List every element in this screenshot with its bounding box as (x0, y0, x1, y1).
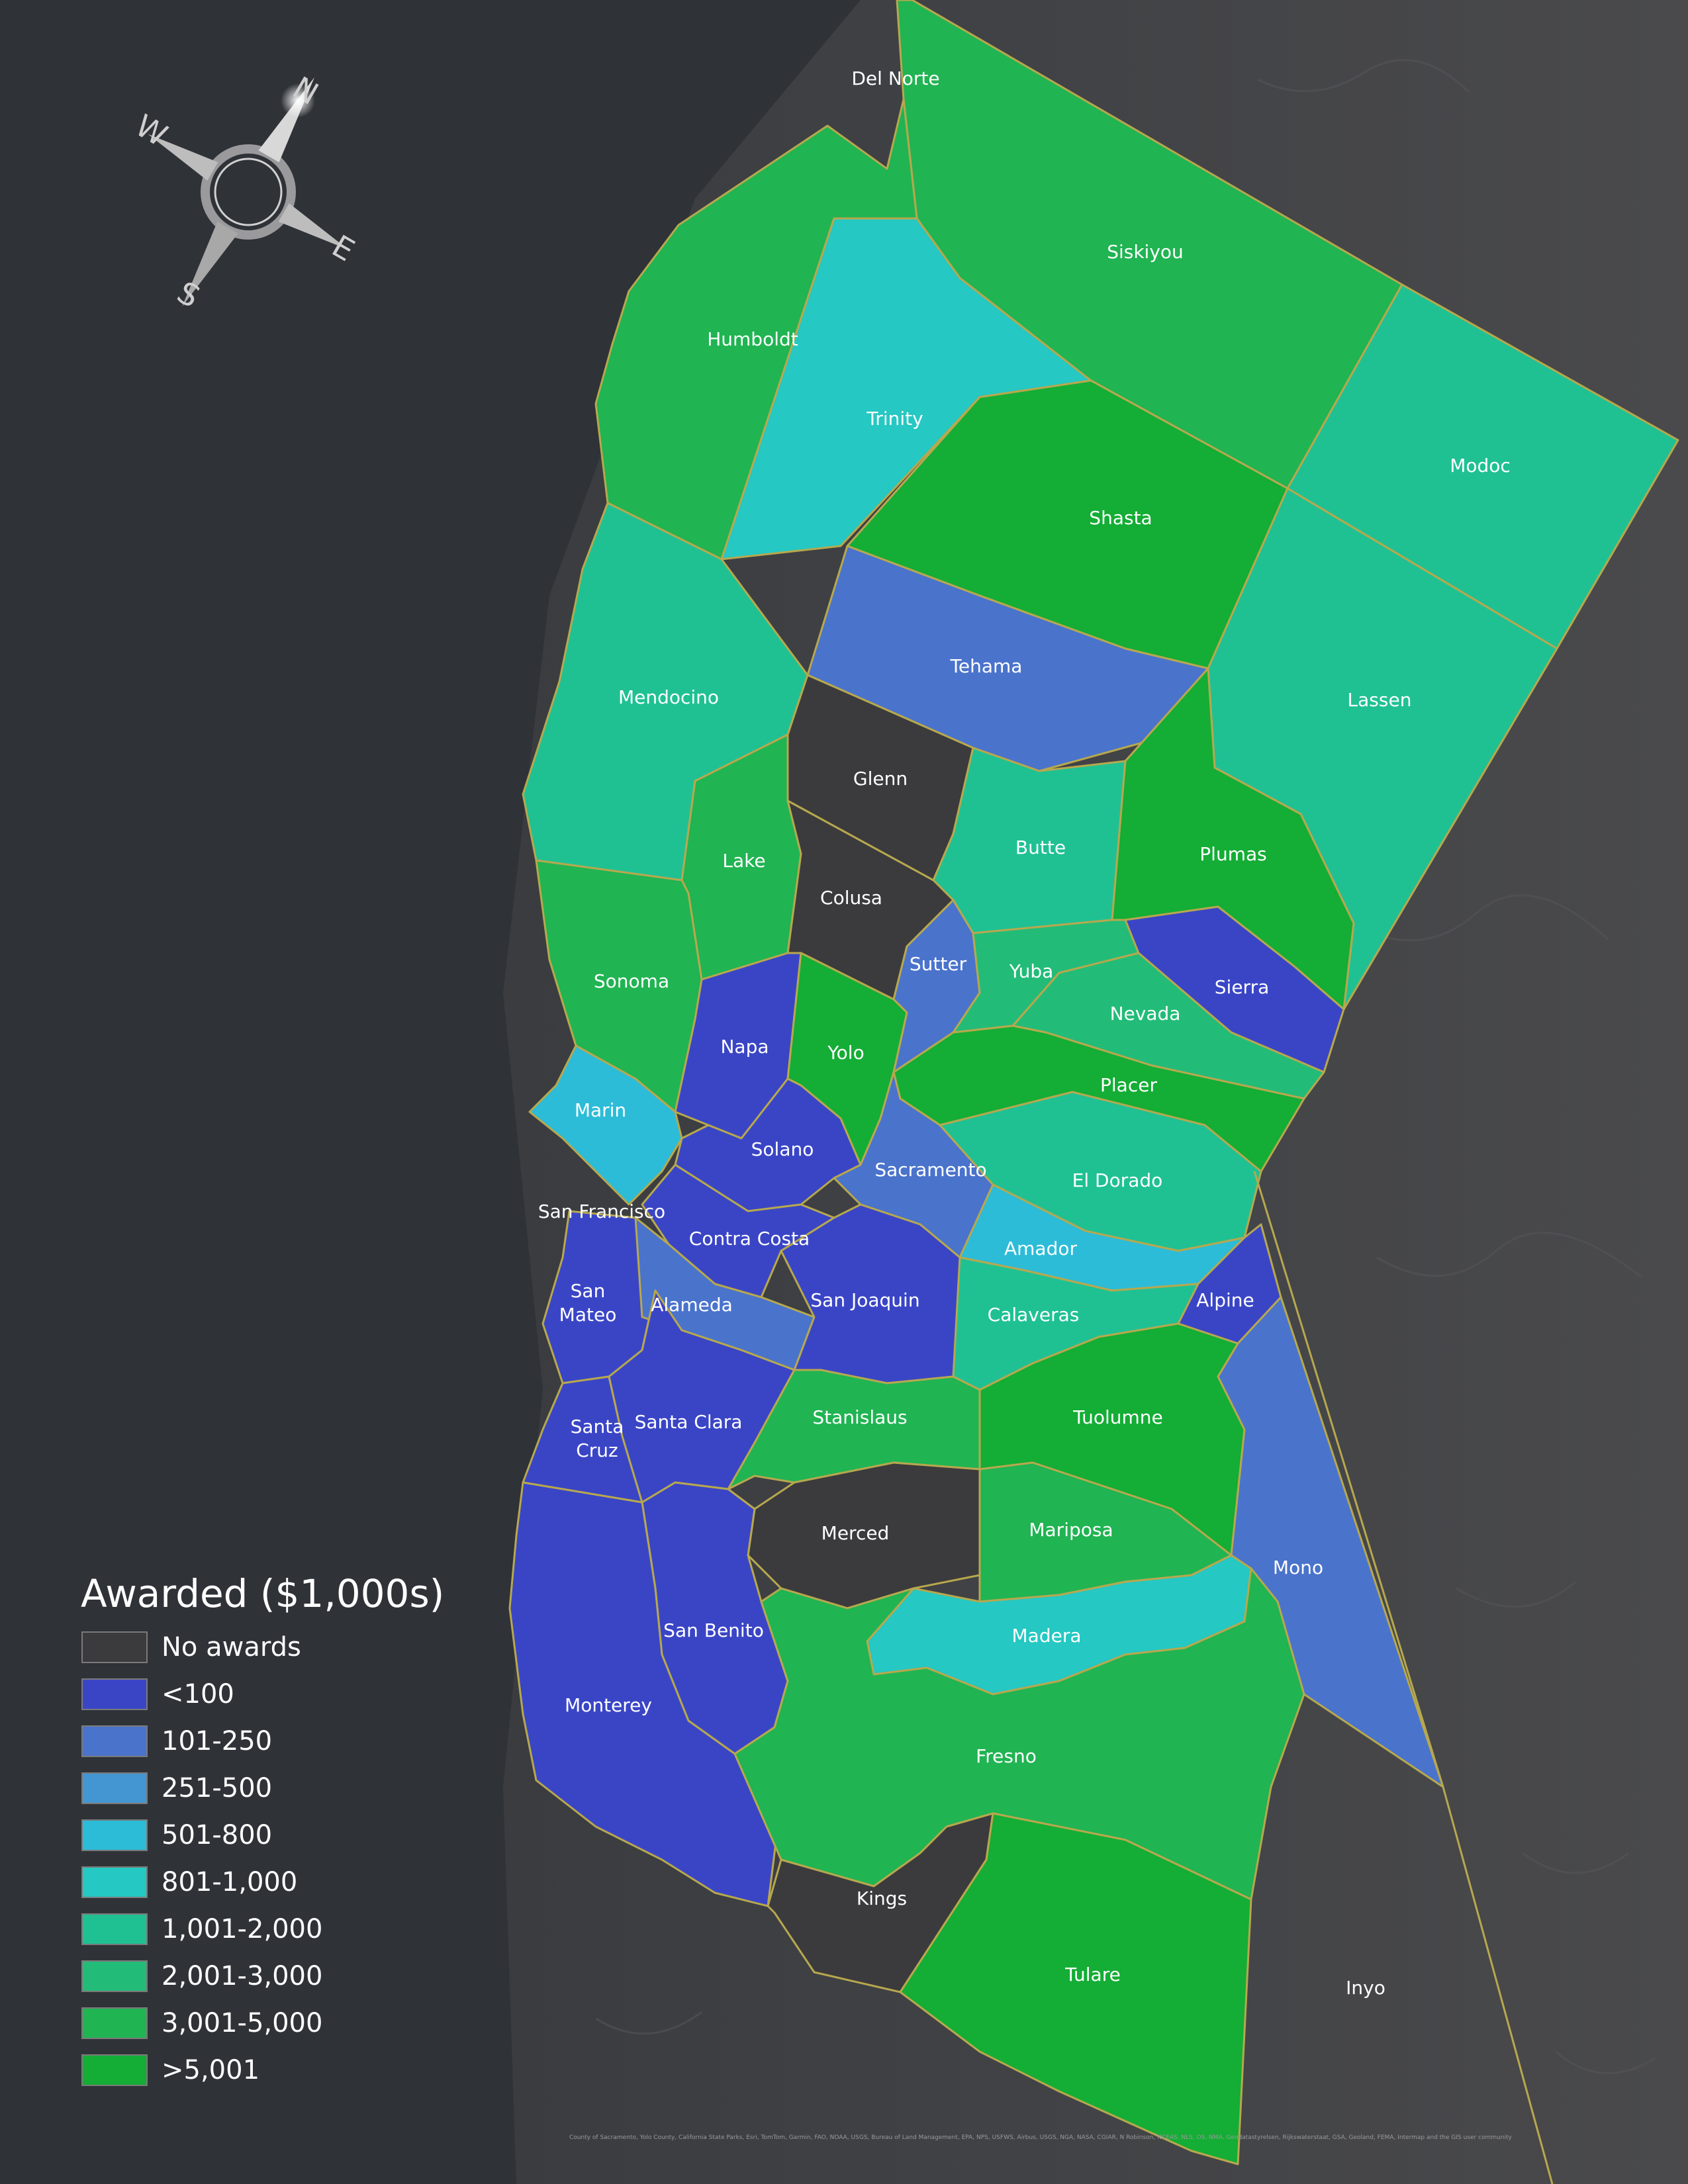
legend-swatch-3 (81, 1772, 148, 1804)
legend-swatch-9 (81, 2054, 148, 2086)
county-label-san-benito: San Benito (663, 1619, 764, 1641)
county-label-fresno: Fresno (976, 1745, 1037, 1767)
county-label-san-mateo: San Mateo (559, 1280, 617, 1326)
legend-label-1: <100 (162, 1679, 234, 1709)
legend-swatch-7 (81, 1960, 148, 1992)
map-credits: County of Sacramento, Yolo County, Calif… (569, 2134, 1513, 2141)
county-label-inyo: Inyo (1346, 1977, 1385, 1999)
county-label-santa-clara: Santa Clara (635, 1411, 743, 1433)
county-label-sacramento: Sacramento (874, 1159, 986, 1181)
legend-title: Awarded ($1,000s) (81, 1571, 444, 1616)
legend-swatch-5 (81, 1866, 148, 1898)
county-label-siskiyou: Siskiyou (1107, 241, 1184, 263)
legend-swatch-2 (81, 1725, 148, 1757)
county-label-tulare: Tulare (1064, 1964, 1121, 1985)
county-label-solano: Solano (751, 1138, 814, 1160)
legend-label-4: 501-800 (162, 1820, 272, 1850)
county-label-yuba: Yuba (1009, 960, 1054, 982)
county-tulare (899, 1812, 1252, 2165)
county-label-alameda: Alameda (651, 1294, 733, 1316)
legend-swatch-0 (81, 1631, 148, 1663)
county-label-sonoma: Sonoma (594, 970, 669, 992)
county-label-butte: Butte (1015, 837, 1066, 858)
legend-swatch-6 (81, 1913, 148, 1945)
county-label-sierra: Sierra (1215, 976, 1269, 998)
county-label-amador: Amador (1004, 1238, 1077, 1259)
county-label-alpine: Alpine (1196, 1289, 1254, 1311)
county-label-humboldt: Humboldt (707, 328, 798, 350)
county-label-tuolumne: Tuolumne (1072, 1406, 1163, 1428)
county-label-sutter: Sutter (910, 953, 967, 975)
county-label-glenn: Glenn (853, 768, 908, 790)
legend-items: No awards <100 101-250 251-500 501-800 801-1,… (81, 1631, 322, 2086)
county-label-plumas: Plumas (1199, 843, 1266, 865)
county-label-mariposa: Mariposa (1029, 1519, 1113, 1541)
legend: Awarded ($1,000s) No awards <100 101-250 25… (81, 1571, 444, 2086)
legend-swatch-8 (81, 2007, 148, 2039)
legend-label-7: 2,001-3,000 (162, 1961, 322, 1991)
county-label-colusa: Colusa (820, 887, 882, 909)
county-label-stanislaus: Stanislaus (812, 1406, 907, 1428)
legend-label-2: 101-250 (162, 1726, 272, 1756)
county-fresno (733, 1567, 1305, 1901)
county-label-santa-cruz: Santa Cruz (571, 1416, 624, 1461)
legend-label-3: 251-500 (162, 1773, 272, 1803)
county-label-mono: Mono (1273, 1557, 1323, 1578)
county-label-madera: Madera (1012, 1625, 1082, 1647)
county-label-modoc: Modoc (1450, 455, 1511, 477)
county-label-merced: Merced (821, 1522, 890, 1544)
county-label-del-norte: Del Norte (851, 68, 939, 89)
county-label-marin: Marin (575, 1099, 626, 1121)
county-label-placer: Placer (1100, 1074, 1157, 1096)
legend-label-9: >5,001 (162, 2055, 259, 2085)
county-label-contra-costa: Contra Costa (689, 1228, 810, 1250)
inyo-boundary (1253, 1171, 1554, 2184)
county-label-trinity: Trinity (866, 408, 923, 430)
legend-swatch-4 (81, 1819, 148, 1851)
county-label-lassen: Lassen (1348, 689, 1412, 711)
county-label-san-francisco: San Francisco (538, 1201, 665, 1222)
county-label-el-dorado: El Dorado (1072, 1169, 1163, 1191)
county-label-monterey: Monterey (565, 1694, 652, 1716)
legend-label-8: 3,001-5,000 (162, 2008, 322, 2038)
county-label-yolo: Yolo (827, 1042, 864, 1064)
county-labels: Del Norte Siskiyou Modoc Humboldt Trinity Sha… (538, 68, 1511, 1999)
legend-label-5: 801-1,000 (162, 1867, 297, 1897)
legend-swatch-1 (81, 1678, 148, 1710)
county-contra-costa (641, 1163, 835, 1298)
county-label-lake: Lake (722, 850, 765, 872)
county-polygons (508, 0, 1679, 2165)
county-label-tehama: Tehama (950, 655, 1023, 677)
county-label-calaveras: Calaveras (988, 1304, 1080, 1326)
county-label-shasta: Shasta (1089, 507, 1152, 529)
county-label-nevada: Nevada (1110, 1003, 1181, 1024)
compass-ring-icon (201, 144, 296, 240)
county-marin (528, 1044, 683, 1206)
county-label-kings: Kings (857, 1888, 907, 1909)
legend-label-0: No awards (162, 1632, 301, 1662)
county-label-san-joaquin: San Joaquin (810, 1289, 919, 1311)
legend-label-6: 1,001-2,000 (162, 1914, 322, 1944)
county-label-napa: Napa (720, 1036, 769, 1058)
county-label-mendocino: Mendocino (618, 686, 719, 708)
